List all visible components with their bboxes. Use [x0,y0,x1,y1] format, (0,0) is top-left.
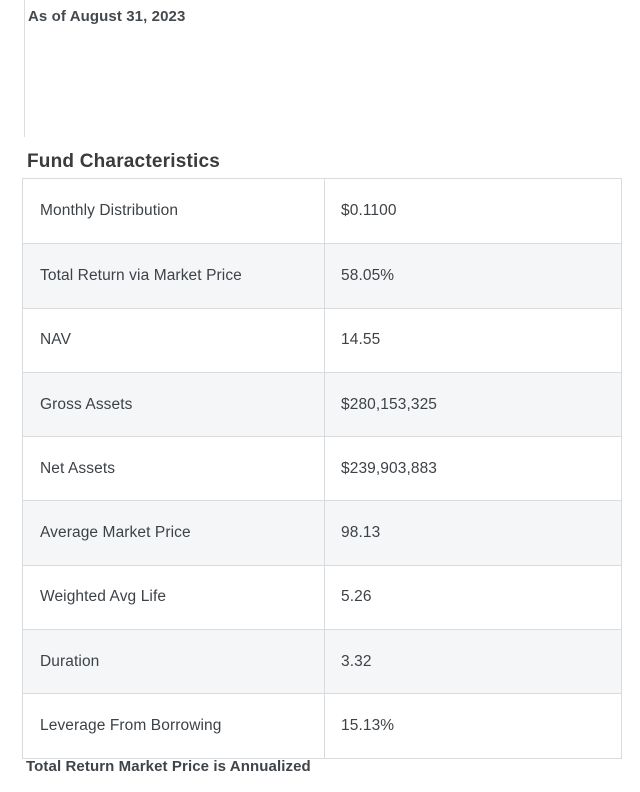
row-label: Net Assets [23,437,325,501]
row-value: 3.32 [341,652,372,670]
row-value: 14.55 [341,331,381,349]
table-row: NAV 14.55 [23,307,621,372]
row-label: Leverage From Borrowing [23,694,325,758]
table-row: Duration 3.32 [23,629,621,694]
table-row: Total Return via Market Price 58.05% [23,243,621,308]
row-value: $280,153,325 [341,395,438,413]
row-value: $0.1100 [341,202,397,220]
table-row: Leverage From Borrowing 15.13% [23,693,621,758]
row-value: $239,903,883 [341,459,438,477]
page-title: Fund Characteristics [27,151,220,172]
row-value: 15.13% [341,717,395,735]
row-label: Average Market Price [23,501,325,565]
row-label: Duration [23,630,325,694]
row-label: Weighted Avg Life [23,565,325,630]
as-of-date: As of August 31, 2023 [28,8,186,25]
row-value: 58.05% [341,266,395,284]
row-value: 98.13 [341,524,381,542]
table-row: Gross Assets $280,153,325 [23,371,621,437]
row-label: NAV [23,308,325,372]
row-label: Monthly Distribution [23,179,325,244]
fund-characteristics-table: Monthly Distribution $0.1100 Total Retur… [22,178,622,759]
table-row: Average Market Price 98.13 [23,500,621,565]
vertical-rule-line [24,0,25,137]
table-row: Net Assets $239,903,883 [23,436,621,501]
row-value: 5.26 [341,588,372,606]
row-label: Total Return via Market Price [23,244,325,308]
table-row: Weighted Avg Life 5.26 [23,564,621,630]
table-row: Monthly Distribution $0.1100 [23,179,621,244]
row-label: Gross Assets [23,372,325,437]
annualized-footnote: Total Return Market Price is Annualized [26,758,311,775]
